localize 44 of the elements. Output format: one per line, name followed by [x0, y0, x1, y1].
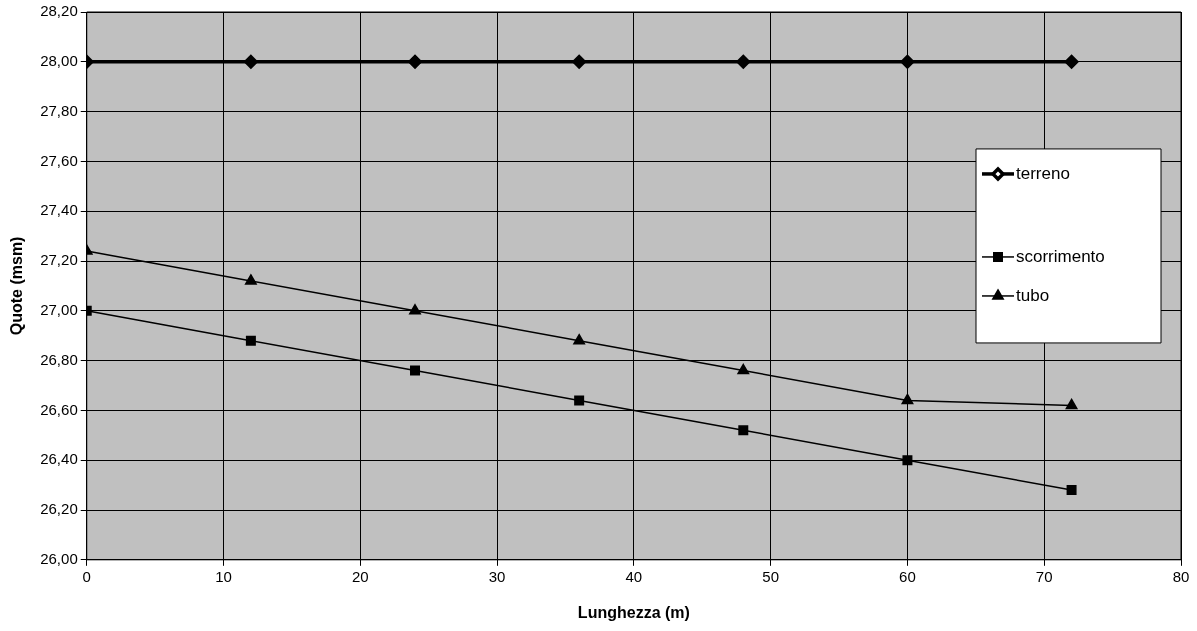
y-tick-label: 26,60	[40, 400, 78, 418]
y-tick-label: 27,00	[40, 300, 78, 318]
point	[1065, 398, 1078, 410]
y-tick-label: 26,40	[40, 450, 78, 468]
y-tick-label: 27,20	[40, 251, 78, 269]
point	[410, 365, 421, 376]
point	[737, 363, 750, 375]
point	[574, 395, 585, 406]
y-axis-title: Quote (msm)	[8, 236, 26, 336]
x-tick-label: 30	[488, 567, 506, 585]
y-tick-label: 28,20	[40, 2, 78, 20]
x-tick-label: 50	[762, 567, 779, 585]
y-tick-label: 27,60	[40, 151, 78, 169]
point	[245, 335, 256, 346]
point	[1066, 485, 1077, 496]
x-axis-title: Lunghezza (m)	[577, 603, 690, 621]
point	[573, 333, 586, 345]
x-tick-label: 70	[1035, 567, 1053, 585]
y-tick-label: 27,40	[40, 201, 78, 219]
y-tick-label: 28,00	[40, 51, 78, 69]
point	[408, 55, 422, 69]
point	[900, 55, 915, 69]
point	[244, 274, 257, 285]
legend-label: scorrimento	[1016, 246, 1105, 266]
x-tick-label: 40	[625, 567, 643, 585]
point	[736, 55, 751, 69]
x-tick-label: 0	[82, 567, 91, 585]
x-tick-label: 20	[351, 567, 369, 585]
y-tick-label: 26,80	[40, 350, 78, 368]
point	[901, 393, 914, 405]
y-tick-label: 26,20	[40, 500, 78, 518]
point	[902, 455, 913, 466]
y-tick-label: 27,80	[40, 101, 78, 119]
legend-label: terreno	[1016, 163, 1070, 183]
point	[1064, 55, 1079, 69]
x-tick-label: 10	[215, 567, 232, 585]
y-tick-label: 26,00	[40, 549, 78, 567]
point	[572, 55, 586, 69]
point	[409, 304, 421, 315]
point	[738, 425, 749, 436]
x-tick-label: 80	[1172, 567, 1190, 585]
x-tick-label: 60	[899, 567, 916, 585]
point	[244, 55, 258, 69]
legend-label: tubo	[1016, 285, 1050, 305]
